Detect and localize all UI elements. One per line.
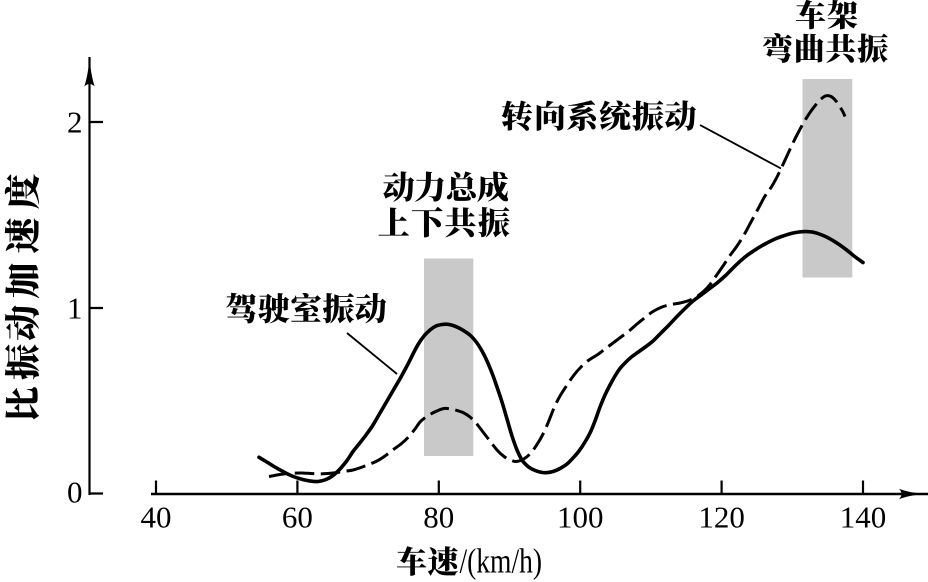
svg-text:80: 80 <box>423 500 454 535</box>
svg-text:40: 40 <box>141 500 172 535</box>
svg-text:/(km/h): /(km/h) <box>460 543 543 581</box>
svg-text:1: 1 <box>67 290 83 325</box>
svg-text:60: 60 <box>282 500 313 535</box>
svg-text:140: 140 <box>840 500 887 535</box>
svg-text:100: 100 <box>557 500 604 535</box>
svg-text:2: 2 <box>67 104 83 139</box>
svg-text:0: 0 <box>67 474 83 509</box>
svg-text:120: 120 <box>698 500 745 535</box>
